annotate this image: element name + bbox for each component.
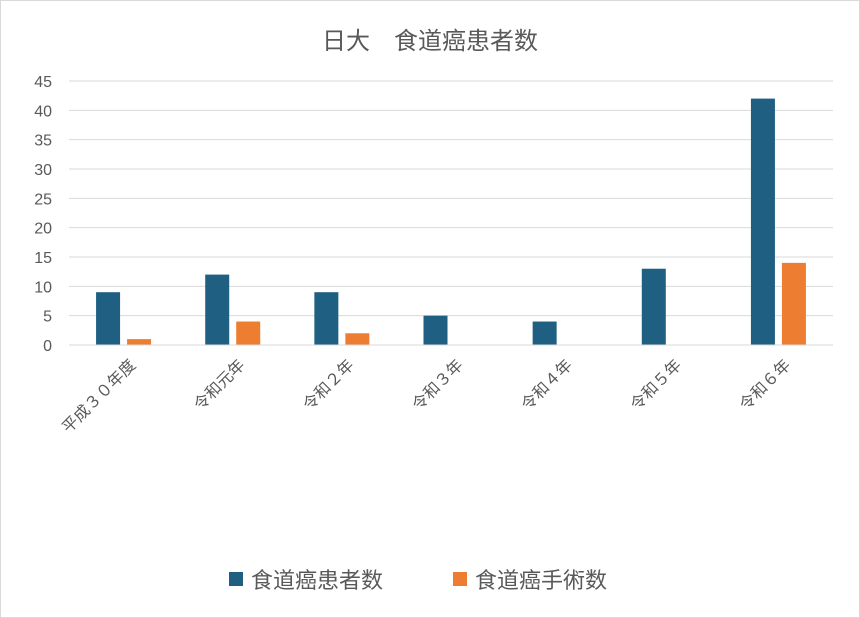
legend-label: 食道癌患者数 [251, 569, 383, 594]
y-tick-label: 10 [34, 279, 52, 296]
bar-surgeries-6 [781, 262, 806, 345]
x-category-label: 令和元年 [190, 355, 249, 414]
bar-surgeries-2 [345, 333, 370, 345]
chart-title: 日大 食道癌患者数 [322, 27, 538, 55]
x-axis-labels: 平成３０年度 令和元年 令和２年 令和３年 令和４年 令和５年 令和６年 [58, 355, 794, 436]
y-tick-label: 20 [34, 221, 52, 238]
legend: 食道癌患者数 食道癌手術数 [229, 569, 607, 594]
bar-surgeries-0 [127, 339, 152, 345]
y-axis-ticks: 0 5 10 15 20 25 30 35 40 45 [34, 74, 52, 355]
y-tick-label: 0 [43, 338, 52, 355]
bar-patients-1 [205, 274, 230, 345]
x-category-label: 令和４年 [517, 355, 576, 414]
x-category-label: 令和２年 [299, 355, 358, 414]
bar-patients-2 [314, 292, 339, 345]
gridlines [69, 80, 833, 317]
y-tick-label: 40 [34, 103, 52, 120]
x-category-label: 令和６年 [736, 355, 795, 414]
x-category-label: 令和３年 [408, 355, 467, 414]
y-tick-label: 45 [34, 74, 52, 91]
y-tick-label: 5 [43, 309, 52, 326]
x-category-label: 令和５年 [626, 355, 685, 414]
legend-swatch [453, 572, 467, 586]
bar-patients-0 [96, 292, 121, 345]
legend-label: 食道癌手術数 [475, 569, 607, 594]
legend-swatch [229, 572, 243, 586]
x-category-label: 平成３０年度 [58, 355, 139, 436]
y-tick-label: 35 [34, 133, 52, 150]
y-tick-label: 25 [34, 191, 52, 208]
bar-patients-3 [423, 315, 448, 345]
bar-patients-5 [641, 268, 666, 345]
bar-surgeries-1 [236, 321, 261, 345]
bar-patients-4 [532, 321, 557, 345]
bars [96, 98, 806, 345]
y-tick-label: 15 [34, 250, 52, 267]
bar-patients-6 [750, 98, 775, 345]
y-tick-label: 30 [34, 162, 52, 179]
